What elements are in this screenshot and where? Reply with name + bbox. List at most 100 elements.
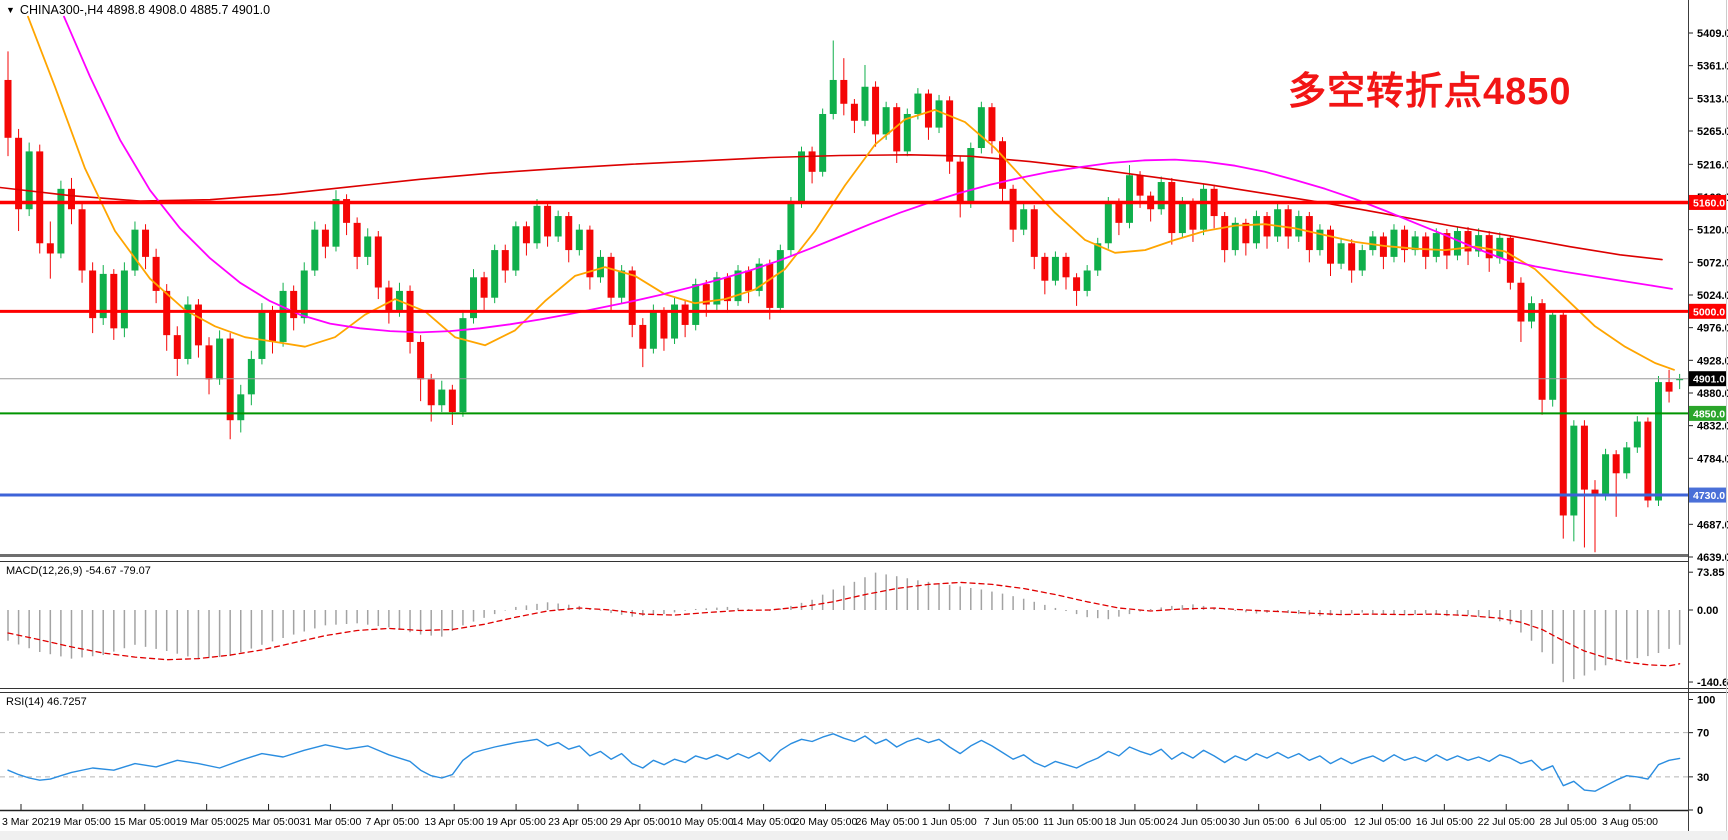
candle-body: [353, 222, 361, 257]
candle-body: [300, 270, 308, 319]
candle-body: [755, 263, 763, 291]
price-tick-label: 4832.0: [1697, 421, 1728, 433]
candle-body: [575, 229, 583, 251]
candle-body: [99, 273, 107, 319]
candle-body: [120, 270, 128, 329]
candle-body: [639, 324, 647, 349]
candle-body: [1390, 229, 1398, 257]
chart-title-bar: ▼ CHINA300-,H4 4898.8 4908.0 4885.7 4901…: [6, 3, 270, 17]
candle-body: [1348, 243, 1356, 271]
candle-body: [1157, 182, 1165, 210]
candle-body: [1263, 216, 1271, 237]
candle-body: [1654, 382, 1662, 501]
macd-tick-label: 73.85: [1697, 567, 1725, 579]
candle-body: [681, 304, 689, 325]
candle-body: [1570, 425, 1578, 516]
candle-body: [1485, 235, 1493, 259]
candle-body: [1517, 282, 1525, 322]
candle-body: [596, 256, 604, 278]
date-tick-label: 22 Jul 05:00: [1478, 816, 1535, 828]
rsi-panel: 100 70 30 0: [0, 695, 1715, 817]
candle-body: [216, 338, 224, 380]
candle-body: [1591, 489, 1599, 496]
candle-body: [110, 273, 118, 329]
candle-body: [533, 205, 541, 244]
date-tick-label: 29 Apr 05:00: [610, 816, 670, 828]
candle-body: [46, 243, 54, 254]
symbol-dropdown-icon[interactable]: ▼: [6, 5, 15, 15]
date-tick-label: 24 Jun 05:00: [1166, 816, 1227, 828]
candle-body: [1401, 229, 1409, 251]
candle-body: [1020, 209, 1028, 230]
candle-body: [1295, 216, 1303, 237]
rsi-tick-label: 0: [1697, 805, 1703, 817]
price-tick-label: 5313.0: [1697, 93, 1728, 105]
macd-signal-line: [7, 581, 1681, 667]
date-tick-label: 16 Jul 05:00: [1416, 816, 1473, 828]
candle-body: [269, 311, 276, 342]
candle-body: [1221, 216, 1229, 251]
candle-body: [1602, 454, 1610, 496]
candle-body: [1136, 175, 1144, 196]
time-axis: 3 Mar 2021 9 Mar 05:00 15 Mar 05:00 19 Mar …: [0, 804, 1688, 828]
price-label-text: 5000.0: [1693, 306, 1725, 318]
candle-body: [448, 389, 456, 413]
candle-body: [861, 86, 869, 121]
candle-body: [628, 270, 636, 325]
candle-body: [501, 250, 509, 271]
candle-body: [1580, 425, 1588, 490]
date-tick-label: 15 Mar 05:00: [114, 816, 176, 828]
candle-body: [734, 270, 742, 302]
candle-body: [343, 199, 351, 223]
candle-body: [1062, 256, 1070, 278]
price-label-text: 4850.0: [1693, 408, 1725, 420]
candle-body: [935, 100, 943, 128]
price-label-box: [1689, 303, 1727, 319]
candle-body: [1051, 256, 1059, 281]
candle-body: [258, 311, 266, 359]
price-label-box: [1689, 405, 1727, 421]
candle-body: [1538, 303, 1546, 400]
candle-body: [1559, 314, 1567, 516]
macd-tick-label: 0.00: [1697, 605, 1718, 617]
candle-body: [1316, 229, 1324, 251]
date-tick-label: 23 Apr 05:00: [548, 816, 608, 828]
macd-histogram: [7, 572, 1681, 683]
candle-body: [819, 113, 827, 172]
candle-body: [1612, 454, 1620, 474]
main-price-panel: [0, 15, 1684, 553]
rsi-tick-label: 70: [1697, 728, 1709, 740]
candle-body: [1464, 231, 1472, 252]
candle-body: [967, 148, 975, 203]
candle-body: [427, 379, 435, 406]
candle-body: [1125, 175, 1133, 223]
symbol-ohlc-title: CHINA300-,H4 4898.8 4908.0 4885.7 4901.0: [19, 3, 271, 17]
date-tick-label: 11 Jun 05:00: [1043, 816, 1103, 828]
candle-body: [1623, 447, 1631, 474]
price-tick-label: 4639.0: [1697, 552, 1728, 564]
candle-body: [1422, 236, 1430, 257]
candle-body: [1189, 202, 1197, 230]
candle-body: [745, 270, 753, 291]
candle-body: [692, 284, 700, 325]
date-tick-label: 1 Jun 05:00: [922, 816, 977, 828]
candle-body: [1432, 233, 1440, 257]
candle-body: [374, 236, 382, 288]
candle-body: [914, 93, 922, 114]
candle-body: [1644, 421, 1652, 501]
date-tick-label: 28 Jul 05:00: [1540, 816, 1597, 828]
date-tick-label: 18 Jun 05:00: [1105, 816, 1166, 828]
date-tick-label: 25 Mar 05:00: [238, 816, 300, 828]
ma-fast-orange-line: [27, 15, 1675, 371]
candle-body: [1676, 378, 1684, 381]
price-tick-label: 4687.0: [1697, 519, 1728, 531]
date-tick-label: 7 Jun 05:00: [984, 816, 1039, 828]
candle-body: [1073, 277, 1081, 291]
candle-body: [1327, 229, 1334, 264]
candle-body: [36, 151, 44, 244]
price-tick-label: 4976.0: [1697, 323, 1728, 335]
candle-body: [1305, 216, 1313, 251]
candle-body: [649, 311, 657, 349]
price-tick-label: 5072.0: [1697, 257, 1728, 269]
